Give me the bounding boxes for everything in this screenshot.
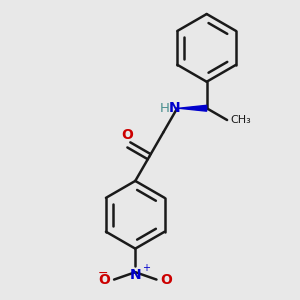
Text: H: H <box>160 102 170 115</box>
Text: +: + <box>142 263 150 273</box>
Text: O: O <box>160 273 172 286</box>
Polygon shape <box>179 105 207 111</box>
Text: CH₃: CH₃ <box>231 115 251 125</box>
Text: −: − <box>98 267 108 280</box>
Text: O: O <box>99 273 110 286</box>
Text: N: N <box>130 268 141 282</box>
Text: O: O <box>122 128 133 142</box>
Text: N: N <box>169 101 180 115</box>
